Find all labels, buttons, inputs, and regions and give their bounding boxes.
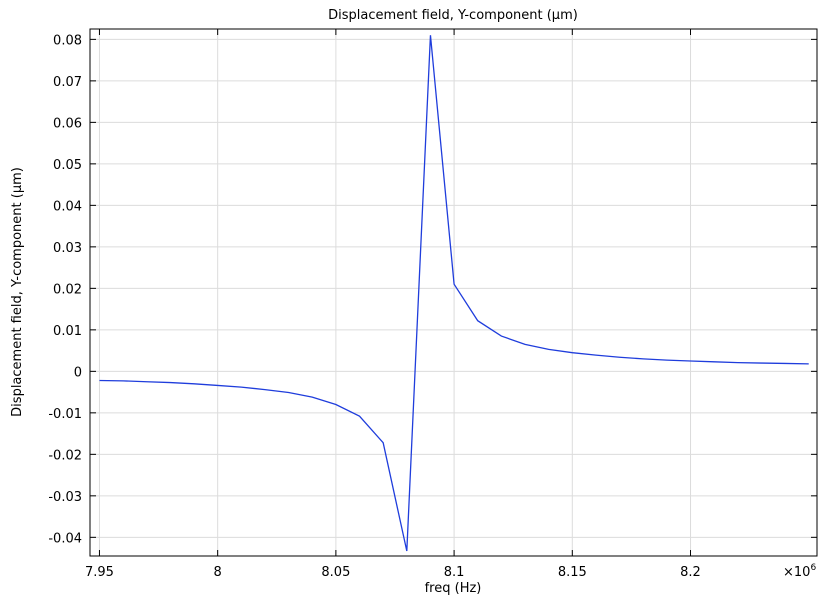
series-layer — [99, 35, 809, 552]
x-tick-label: 8.05 — [321, 565, 350, 580]
ticks — [90, 29, 817, 556]
y-tick-label: -0.02 — [48, 448, 82, 463]
y-tick-label: 0.06 — [53, 116, 82, 131]
y-tick-label: 0.04 — [53, 199, 82, 214]
tick-labels: 7.95 8 8.05 8.1 8.15 8.2 0.08 0.07 0.06 0.05 0.04 0… — [48, 33, 700, 580]
x-axis-multiplier-base: ×10 — [783, 565, 810, 580]
x-tick-label: 8.15 — [558, 565, 587, 580]
x-tick-label: 7.95 — [85, 565, 114, 580]
y-tick-label: -0.04 — [48, 531, 82, 546]
y-tick-label: -0.01 — [48, 407, 82, 422]
x-tick-label: 8.2 — [680, 565, 701, 580]
y-tick-label: 0.02 — [53, 282, 82, 297]
y-axis-label: Displacement field, Y-component (µm) — [10, 167, 25, 417]
y-tick-label: -0.03 — [48, 490, 82, 505]
x-axis-multiplier-exponent: 6 — [810, 563, 816, 573]
plot-frame — [89, 28, 818, 557]
x-tick-label: 8 — [214, 565, 222, 580]
y-tick-label: 0.05 — [53, 158, 82, 173]
y-tick-label: 0.08 — [53, 33, 82, 48]
x-axis-label: freq (Hz) — [425, 581, 482, 596]
y-tick-label: 0 — [74, 365, 82, 380]
grid — [90, 29, 817, 556]
series-line — [99, 35, 809, 552]
chart-title: Displacement field, Y-component (µm) — [328, 8, 578, 23]
x-axis-multiplier: ×106 — [783, 563, 816, 580]
x-tick-label: 8.1 — [444, 565, 465, 580]
y-tick-label: 0.07 — [53, 75, 82, 90]
y-tick-label: 0.03 — [53, 241, 82, 256]
y-tick-label: 0.01 — [53, 324, 82, 339]
